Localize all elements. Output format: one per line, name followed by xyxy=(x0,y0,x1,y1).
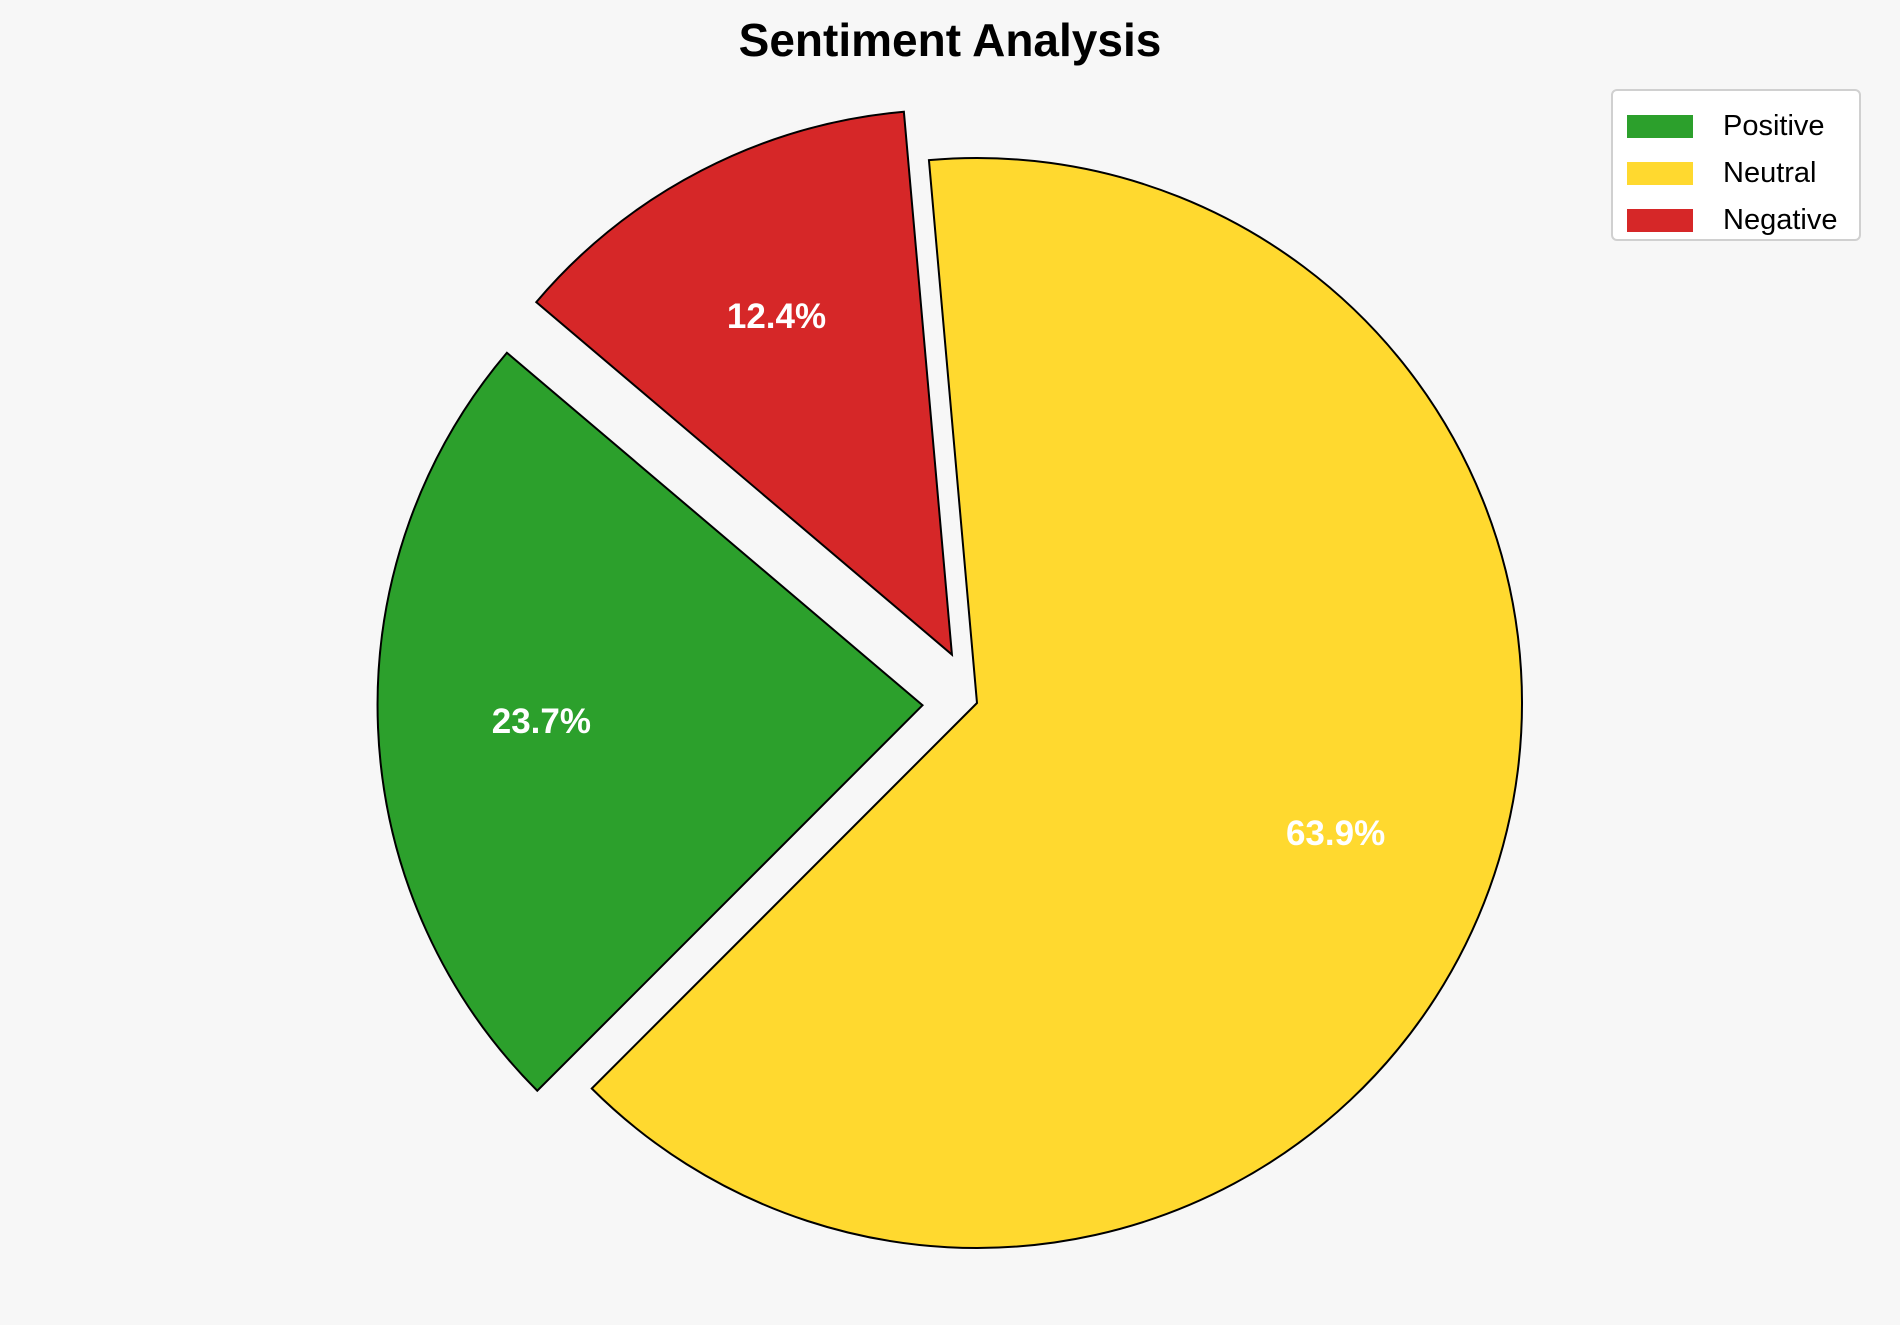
slice-label-neutral: 63.9% xyxy=(1286,814,1385,853)
legend-item-neutral: Neutral xyxy=(1627,150,1859,197)
legend-item-positive: Positive xyxy=(1627,103,1859,150)
legend-label-negative: Negative xyxy=(1723,204,1838,236)
pie-slice-negative xyxy=(534,110,954,657)
legend-swatch-positive xyxy=(1627,115,1693,138)
legend-label-positive: Positive xyxy=(1723,110,1825,142)
legend: Positive Neutral Negative xyxy=(1611,89,1861,241)
legend-label-neutral: Neutral xyxy=(1723,157,1817,189)
slice-label-positive: 23.7% xyxy=(492,702,591,741)
pie-slice-neutral xyxy=(590,157,1523,1249)
slice-label-negative: 12.4% xyxy=(727,297,826,336)
legend-item-negative: Negative xyxy=(1627,197,1859,244)
chart-title: Sentiment Analysis xyxy=(739,14,1162,66)
legend-swatch-negative xyxy=(1627,209,1693,232)
legend-swatch-neutral xyxy=(1627,162,1693,185)
pie-slice-positive xyxy=(376,351,925,1093)
